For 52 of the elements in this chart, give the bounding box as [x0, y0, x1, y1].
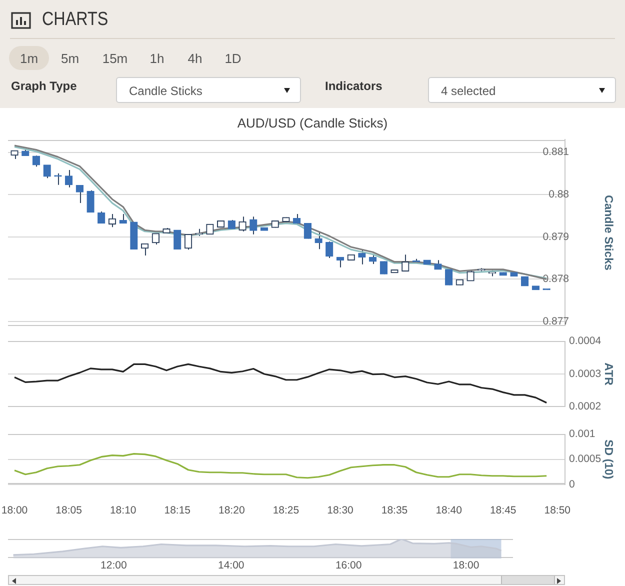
x-tick-label: 18:05	[56, 504, 82, 517]
candlestick	[86, 190, 94, 213]
candlestick	[304, 222, 312, 240]
candlestick	[434, 260, 442, 270]
y-tick-label: 0.0003	[569, 368, 602, 380]
y-tick-label: 0.0004	[569, 335, 602, 348]
text: 4 selected	[441, 84, 496, 98]
x-tick-label: 18:25	[272, 504, 300, 517]
text: 1h	[150, 50, 164, 66]
candlestick	[76, 184, 84, 204]
x-tick-label: 18:15	[164, 504, 191, 517]
x-tick-label: 18:20	[218, 504, 245, 517]
y-tick-label: 0.001	[569, 428, 596, 440]
y-tick-label: 0.0002	[569, 400, 602, 413]
text: 5m	[60, 50, 80, 66]
candlestick	[184, 234, 192, 250]
x-tick-label: 12:00	[100, 560, 127, 572]
y-tick-label: 0.88	[548, 188, 570, 200]
text: 1D	[224, 50, 242, 66]
x-tick-label: 18:00	[1, 504, 28, 517]
candlestick	[314, 232, 322, 250]
x-tick-label: 18:50	[544, 504, 571, 517]
x-tick-label: 18:10	[110, 504, 136, 517]
text: CHARTS	[42, 9, 108, 31]
text: Candle Sticks	[129, 84, 202, 98]
x-tick-label: 16:00	[335, 560, 362, 572]
x-tick-label: 18:30	[327, 504, 354, 517]
y-axis-title: ATR	[602, 362, 614, 386]
text: Graph Type	[11, 79, 77, 93]
text: Indicators	[325, 79, 382, 93]
candlestick	[174, 230, 182, 250]
candlestick	[238, 216, 246, 232]
x-tick-label: 14:00	[218, 560, 244, 572]
text: 15m	[102, 50, 128, 66]
y-tick-label: 0.881	[542, 146, 570, 158]
x-tick-label: 18:35	[381, 504, 408, 517]
x-tick-label: 18:00	[452, 560, 480, 572]
y-tick-label: 0.0005	[569, 453, 602, 466]
y-tick-label: 0	[569, 478, 575, 490]
y-tick-label: 0.879	[542, 230, 570, 243]
text: 4h	[188, 50, 202, 66]
x-tick-label: 18:45	[490, 504, 516, 517]
x-tick-label: 18:40	[436, 504, 462, 517]
y-axis-title: SD (10)	[602, 440, 614, 480]
y-tick-label: 0.877	[542, 315, 570, 328]
y-tick-label: 0.878	[542, 273, 570, 286]
candlestick	[326, 241, 334, 259]
chart-title: AUD/USD (Candle Sticks)	[237, 115, 388, 130]
candlestick	[108, 214, 116, 228]
text: 1m	[20, 50, 38, 66]
candlestick	[358, 248, 366, 265]
y-axis-title: Candle Sticks	[602, 194, 614, 270]
